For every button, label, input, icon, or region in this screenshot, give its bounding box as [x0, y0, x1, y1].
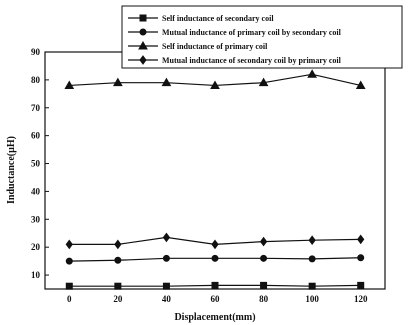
y-axis-label: Inductance(µH)	[6, 136, 17, 204]
series-1-point	[260, 281, 268, 289]
series-1-point	[114, 282, 122, 290]
y-tick-label: 10	[31, 270, 41, 280]
legend-label: Mutual inductance of primary coil by sec…	[162, 28, 342, 37]
series-2-point	[211, 254, 219, 262]
x-axis-label: Displacement(mm)	[174, 312, 255, 323]
series-2-point	[162, 254, 170, 262]
series-3-point	[210, 80, 220, 89]
series-4-point	[211, 239, 219, 250]
series-4	[65, 232, 365, 250]
series-1-point	[211, 281, 219, 289]
x-tick-label: 40	[162, 294, 172, 304]
legend: Self inductance of secondary coil Mutual …	[121, 5, 403, 69]
x-tick-label: 120	[354, 294, 368, 304]
series-4-point	[308, 235, 316, 246]
legend-box	[121, 5, 403, 69]
axes: 0 20 40 60 80 100 120 10 20 30 40 50 60 70 80 90	[31, 47, 368, 304]
series-3-point	[355, 80, 366, 89]
series-4-point	[65, 239, 73, 250]
y-tick-label: 90	[31, 47, 41, 57]
series-3-point	[64, 80, 75, 89]
series-2-point	[114, 256, 122, 264]
legend-entry: Self inductance of secondary coil	[128, 14, 274, 23]
series-4-point	[259, 236, 268, 247]
legend-swatch-marker	[139, 28, 147, 36]
y-tick-label: 70	[31, 103, 41, 113]
series-4-point	[114, 239, 122, 250]
legend-label: Self inductance of primary coil	[162, 42, 268, 51]
x-tick-label: 0	[67, 294, 72, 304]
series-2-point	[308, 255, 316, 263]
series-3-point	[112, 77, 123, 87]
series-4-point	[357, 234, 365, 245]
series-1-point	[65, 282, 73, 290]
y-tick-label: 40	[31, 186, 41, 196]
legend-entry: Self inductance of primary coil	[128, 40, 268, 51]
y-tick-label: 50	[31, 159, 41, 169]
y-tick-label: 60	[31, 131, 41, 141]
series-2-point	[357, 254, 365, 262]
series-3-point	[161, 77, 172, 87]
series-1-point	[162, 282, 170, 290]
series-2-point	[260, 254, 268, 262]
y-tick-label: 30	[31, 214, 41, 224]
x-tick-label: 100	[305, 294, 319, 304]
series-1	[65, 281, 365, 290]
series-layer	[64, 69, 366, 290]
series-3-point	[258, 77, 269, 87]
legend-entry: Mutual inductance of primary coil by sec…	[128, 28, 342, 37]
y-tick-label: 80	[31, 75, 41, 85]
series-2-point	[65, 257, 73, 265]
series-1-point	[308, 282, 316, 290]
legend-items: Self inductance of secondary coil Mutual …	[128, 14, 342, 65]
x-tick-label: 80	[259, 294, 269, 304]
series-3	[64, 69, 366, 89]
legend-swatch-marker	[138, 40, 148, 50]
legend-label: Mutual inductance of secondary coil by p…	[162, 56, 342, 65]
legend-entry: Mutual inductance of secondary coil by p…	[128, 55, 342, 65]
legend-label: Self inductance of secondary coil	[162, 14, 274, 23]
series-1-point	[357, 281, 365, 289]
series-2	[65, 254, 365, 265]
x-tick-label: 20	[113, 294, 123, 304]
y-tick-label: 20	[31, 242, 41, 252]
x-tick-label: 60	[211, 294, 221, 304]
series-3-point	[307, 69, 318, 78]
legend-swatch-marker	[139, 14, 147, 22]
legend-swatch-marker	[139, 55, 147, 65]
series-4-point	[162, 232, 171, 243]
